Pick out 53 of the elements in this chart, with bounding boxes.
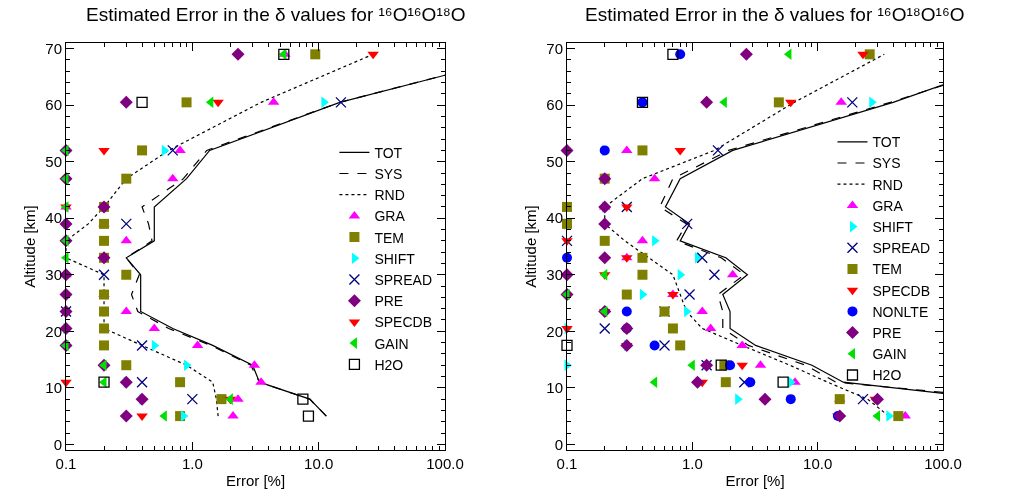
y-axis-title: Altitude [km] xyxy=(521,205,539,288)
x-axis-title: Error [%] xyxy=(225,472,286,489)
y-tick-label: 70 xyxy=(546,39,563,57)
x-tick-label: 1.0 xyxy=(681,455,703,472)
x-tick-label: 1.0 xyxy=(181,455,203,472)
legend-label: SHIFT xyxy=(374,250,416,267)
y-tick-label: 50 xyxy=(546,152,563,170)
legend-label: TEM xyxy=(872,261,903,278)
legend-label: TEM xyxy=(374,229,404,246)
x-axis-title: Error [%] xyxy=(725,472,785,489)
legend-label: GAIN xyxy=(374,335,409,352)
legend-label: TOT xyxy=(872,134,901,151)
y-tick-label: 10 xyxy=(546,379,563,397)
legend-label: SPECDB xyxy=(872,282,931,299)
legend-label: H2O xyxy=(374,356,404,373)
chart-title: Estimated Error in the δ values for ¹⁶O¹⁶O¹⁸O xyxy=(86,4,466,25)
legend-label: SPREAD xyxy=(374,271,432,288)
y-tick-label: 40 xyxy=(45,209,62,227)
x-tick-label: 10.0 xyxy=(304,455,334,472)
legend-label: NONLTE xyxy=(872,303,929,320)
y-tick-label: 10 xyxy=(45,379,62,397)
y-tick-label: 60 xyxy=(546,96,563,114)
legend-label: SHIFT xyxy=(872,219,914,236)
x-tick-label: 100.0 xyxy=(924,455,962,472)
y-tick-label: 40 xyxy=(546,209,563,227)
x-tick-label: 0.1 xyxy=(55,455,77,472)
y-tick-label: 30 xyxy=(546,266,563,284)
y-tick-label: 20 xyxy=(45,322,62,340)
legend-label: SYS xyxy=(872,155,901,172)
y-tick-label: 70 xyxy=(45,39,62,57)
legend-label: H2O xyxy=(872,367,902,384)
legend-label: GAIN xyxy=(872,346,907,363)
legend-label: SYS xyxy=(374,165,403,182)
x-tick-label: 100.0 xyxy=(426,455,464,472)
y-tick-label: 30 xyxy=(45,266,62,284)
legend-label: PRE xyxy=(374,293,404,310)
y-tick-label: 20 xyxy=(546,322,563,340)
legend-label: RND xyxy=(374,187,405,204)
x-tick-label: 0.1 xyxy=(556,455,578,472)
legend-label: RND xyxy=(872,176,903,193)
legend-label: SPECDB xyxy=(374,314,432,331)
legend-label: GRA xyxy=(872,197,904,214)
chart-title: Estimated Error in the δ values for ¹⁶O¹⁸O¹⁶O xyxy=(585,4,965,25)
legend-label: SPREAD xyxy=(872,240,931,257)
y-tick-label: 0 xyxy=(53,435,62,453)
x-tick-label: 10.0 xyxy=(803,455,833,472)
legend-label: GRA xyxy=(374,208,406,225)
y-tick-label: 50 xyxy=(45,152,62,170)
y-tick-label: 0 xyxy=(554,435,563,453)
legend-label: TOT xyxy=(374,144,403,161)
y-tick-label: 60 xyxy=(45,96,62,114)
y-axis-title: Altitude [km] xyxy=(20,205,38,288)
legend-label: PRE xyxy=(872,325,902,342)
